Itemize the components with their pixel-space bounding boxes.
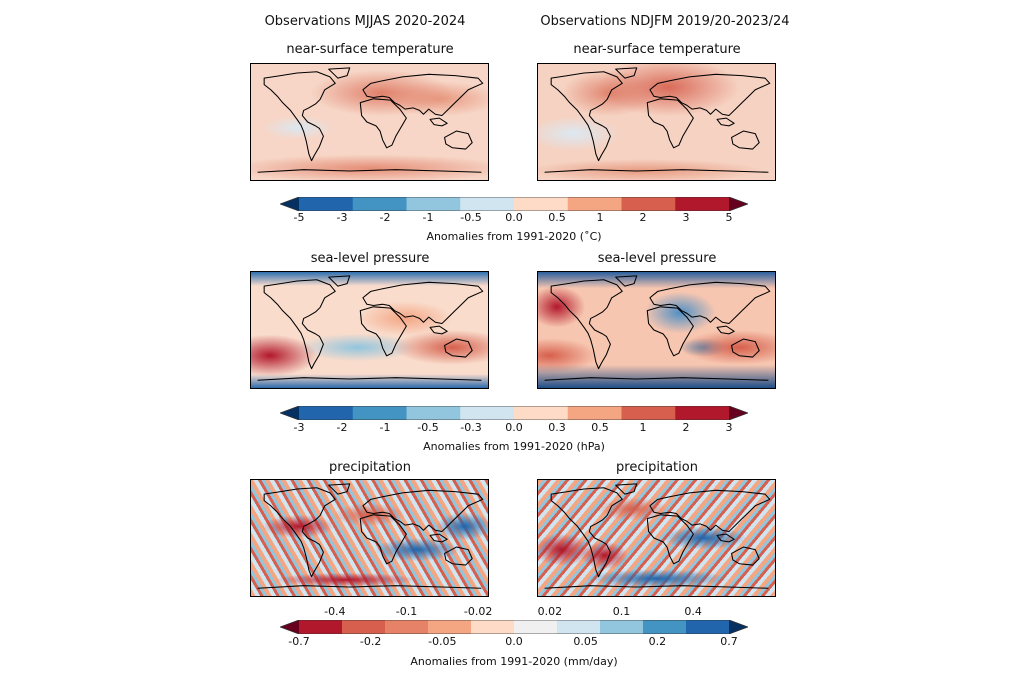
colorbar-tick-label: 1	[639, 421, 647, 434]
colorbar-tick-label: 3	[682, 211, 690, 224]
colorbar-tick-label: 2	[639, 211, 647, 224]
colorbar-extend-low	[280, 406, 299, 420]
colorbar-tick-label: -3	[336, 211, 348, 224]
colorbar-extend-high	[729, 406, 748, 420]
colorbar-temperature	[280, 197, 748, 211]
panel-title-slp-mjjas: sea-level pressure	[310, 251, 430, 266]
map-temperature-ndjfm	[537, 63, 776, 181]
map-temperature-mjjas	[250, 63, 489, 181]
colorbar-tick-label: -0.7	[288, 635, 310, 648]
colorbar-tick-label: -0.1	[395, 605, 418, 618]
colorbar-extend-high	[729, 620, 748, 634]
colorbar-tick-label: -5	[293, 211, 305, 224]
colorbar-segment	[567, 197, 622, 211]
colorbar-tick-label: 0.4	[684, 605, 702, 618]
colorbar-segment	[514, 406, 569, 420]
colorbar-tick-label: -2	[379, 211, 391, 224]
colorbar-segment	[460, 197, 515, 211]
colorbar-segment	[428, 620, 472, 634]
colorbar-segment	[406, 406, 461, 420]
colorbar-slp	[280, 406, 748, 420]
colorbar-tick-label: 5	[725, 211, 733, 224]
colorbar-tick-label: -1	[422, 211, 434, 224]
colorbar-segment	[352, 197, 407, 211]
colorbar-segment	[514, 620, 558, 634]
colorbar-segment	[675, 197, 730, 211]
panel-title-slp-ndjfm: sea-level pressure	[597, 251, 717, 266]
colorbar-segment	[567, 406, 622, 420]
colorbar-label-precip: Anomalies from 1991-2020 (mm/day)	[410, 655, 618, 668]
map-slp-mjjas	[250, 271, 489, 389]
colorbar-segment	[514, 197, 569, 211]
column-title-ndjfm: Observations NDJFM 2019/20-2023/24	[540, 14, 790, 29]
colorbar-extend-high	[729, 197, 748, 211]
colorbar-segment	[643, 620, 687, 634]
panel-title-temperature-mjjas: near-surface temperature	[286, 42, 454, 57]
colorbar-tick-label: 0.5	[548, 211, 566, 224]
colorbar-label-slp: Anomalies from 1991-2020 (hPa)	[423, 440, 605, 453]
colorbar-tick-label: 2	[682, 421, 690, 434]
colorbar-tick-label: -1	[379, 421, 391, 434]
colorbar-tick-label: 0.3	[548, 421, 566, 434]
panel-title-precip-mjjas: precipitation	[329, 460, 411, 475]
colorbar-tick-label: 0.05	[573, 635, 598, 648]
colorbar-tick-label: -0.05	[428, 635, 457, 648]
colorbar-tick-label: -0.5	[417, 421, 439, 434]
colorbar-tick-label: 0.5	[591, 421, 609, 434]
colorbar-tick-label: -2	[336, 421, 348, 434]
column-title-mjjas: Observations MJJAS 2020-2024	[264, 14, 466, 29]
colorbar-tick-label: 0.0	[505, 635, 523, 648]
colorbar-segment	[299, 406, 354, 420]
colorbar-segment	[299, 197, 354, 211]
colorbar-segment	[675, 406, 730, 420]
colorbar-segment	[600, 620, 644, 634]
colorbar-tick-label: 3	[725, 421, 733, 434]
colorbar-tick-label: 0.2	[648, 635, 667, 648]
colorbar-tick-label: 0.1	[612, 605, 631, 618]
colorbar-extend-low	[280, 197, 299, 211]
colorbar-tick-label: -0.4	[324, 605, 346, 618]
colorbar-segment	[621, 197, 676, 211]
colorbar-label-temperature: Anomalies from 1991-2020 (˚C)	[426, 230, 602, 243]
colorbar-segment	[299, 620, 343, 634]
colorbar-segment	[460, 406, 515, 420]
colorbar-segment	[621, 406, 676, 420]
colorbar-precip	[280, 620, 748, 634]
colorbar-segment	[352, 406, 407, 420]
map-precip-ndjfm	[537, 479, 776, 597]
colorbar-segment	[686, 620, 730, 634]
map-precip-mjjas	[250, 479, 489, 597]
colorbar-segment	[471, 620, 515, 634]
colorbar-segment	[557, 620, 601, 634]
colorbar-tick-label: 0.7	[720, 635, 738, 648]
colorbar-tick-label: 1	[596, 211, 604, 224]
colorbar-segment	[342, 620, 386, 634]
colorbar-tick-label: -3	[293, 421, 305, 434]
colorbar-tick-label: 0.0	[505, 421, 523, 434]
colorbar-tick-label: -0.3	[460, 421, 482, 434]
colorbar-segment	[406, 197, 461, 211]
colorbar-extend-low	[280, 620, 299, 634]
colorbar-tick-label: -0.5	[460, 211, 482, 224]
colorbar-tick-label: -0.2	[359, 635, 382, 648]
panel-title-precip-ndjfm: precipitation	[616, 460, 698, 475]
colorbar-tick-label: -0.02	[463, 605, 493, 618]
colorbar-tick-label: 0.0	[505, 211, 523, 224]
panel-title-temperature-ndjfm: near-surface temperature	[573, 42, 741, 57]
map-slp-ndjfm	[537, 271, 776, 389]
colorbar-segment	[385, 620, 429, 634]
colorbar-tick-label: 0.02	[537, 605, 563, 618]
